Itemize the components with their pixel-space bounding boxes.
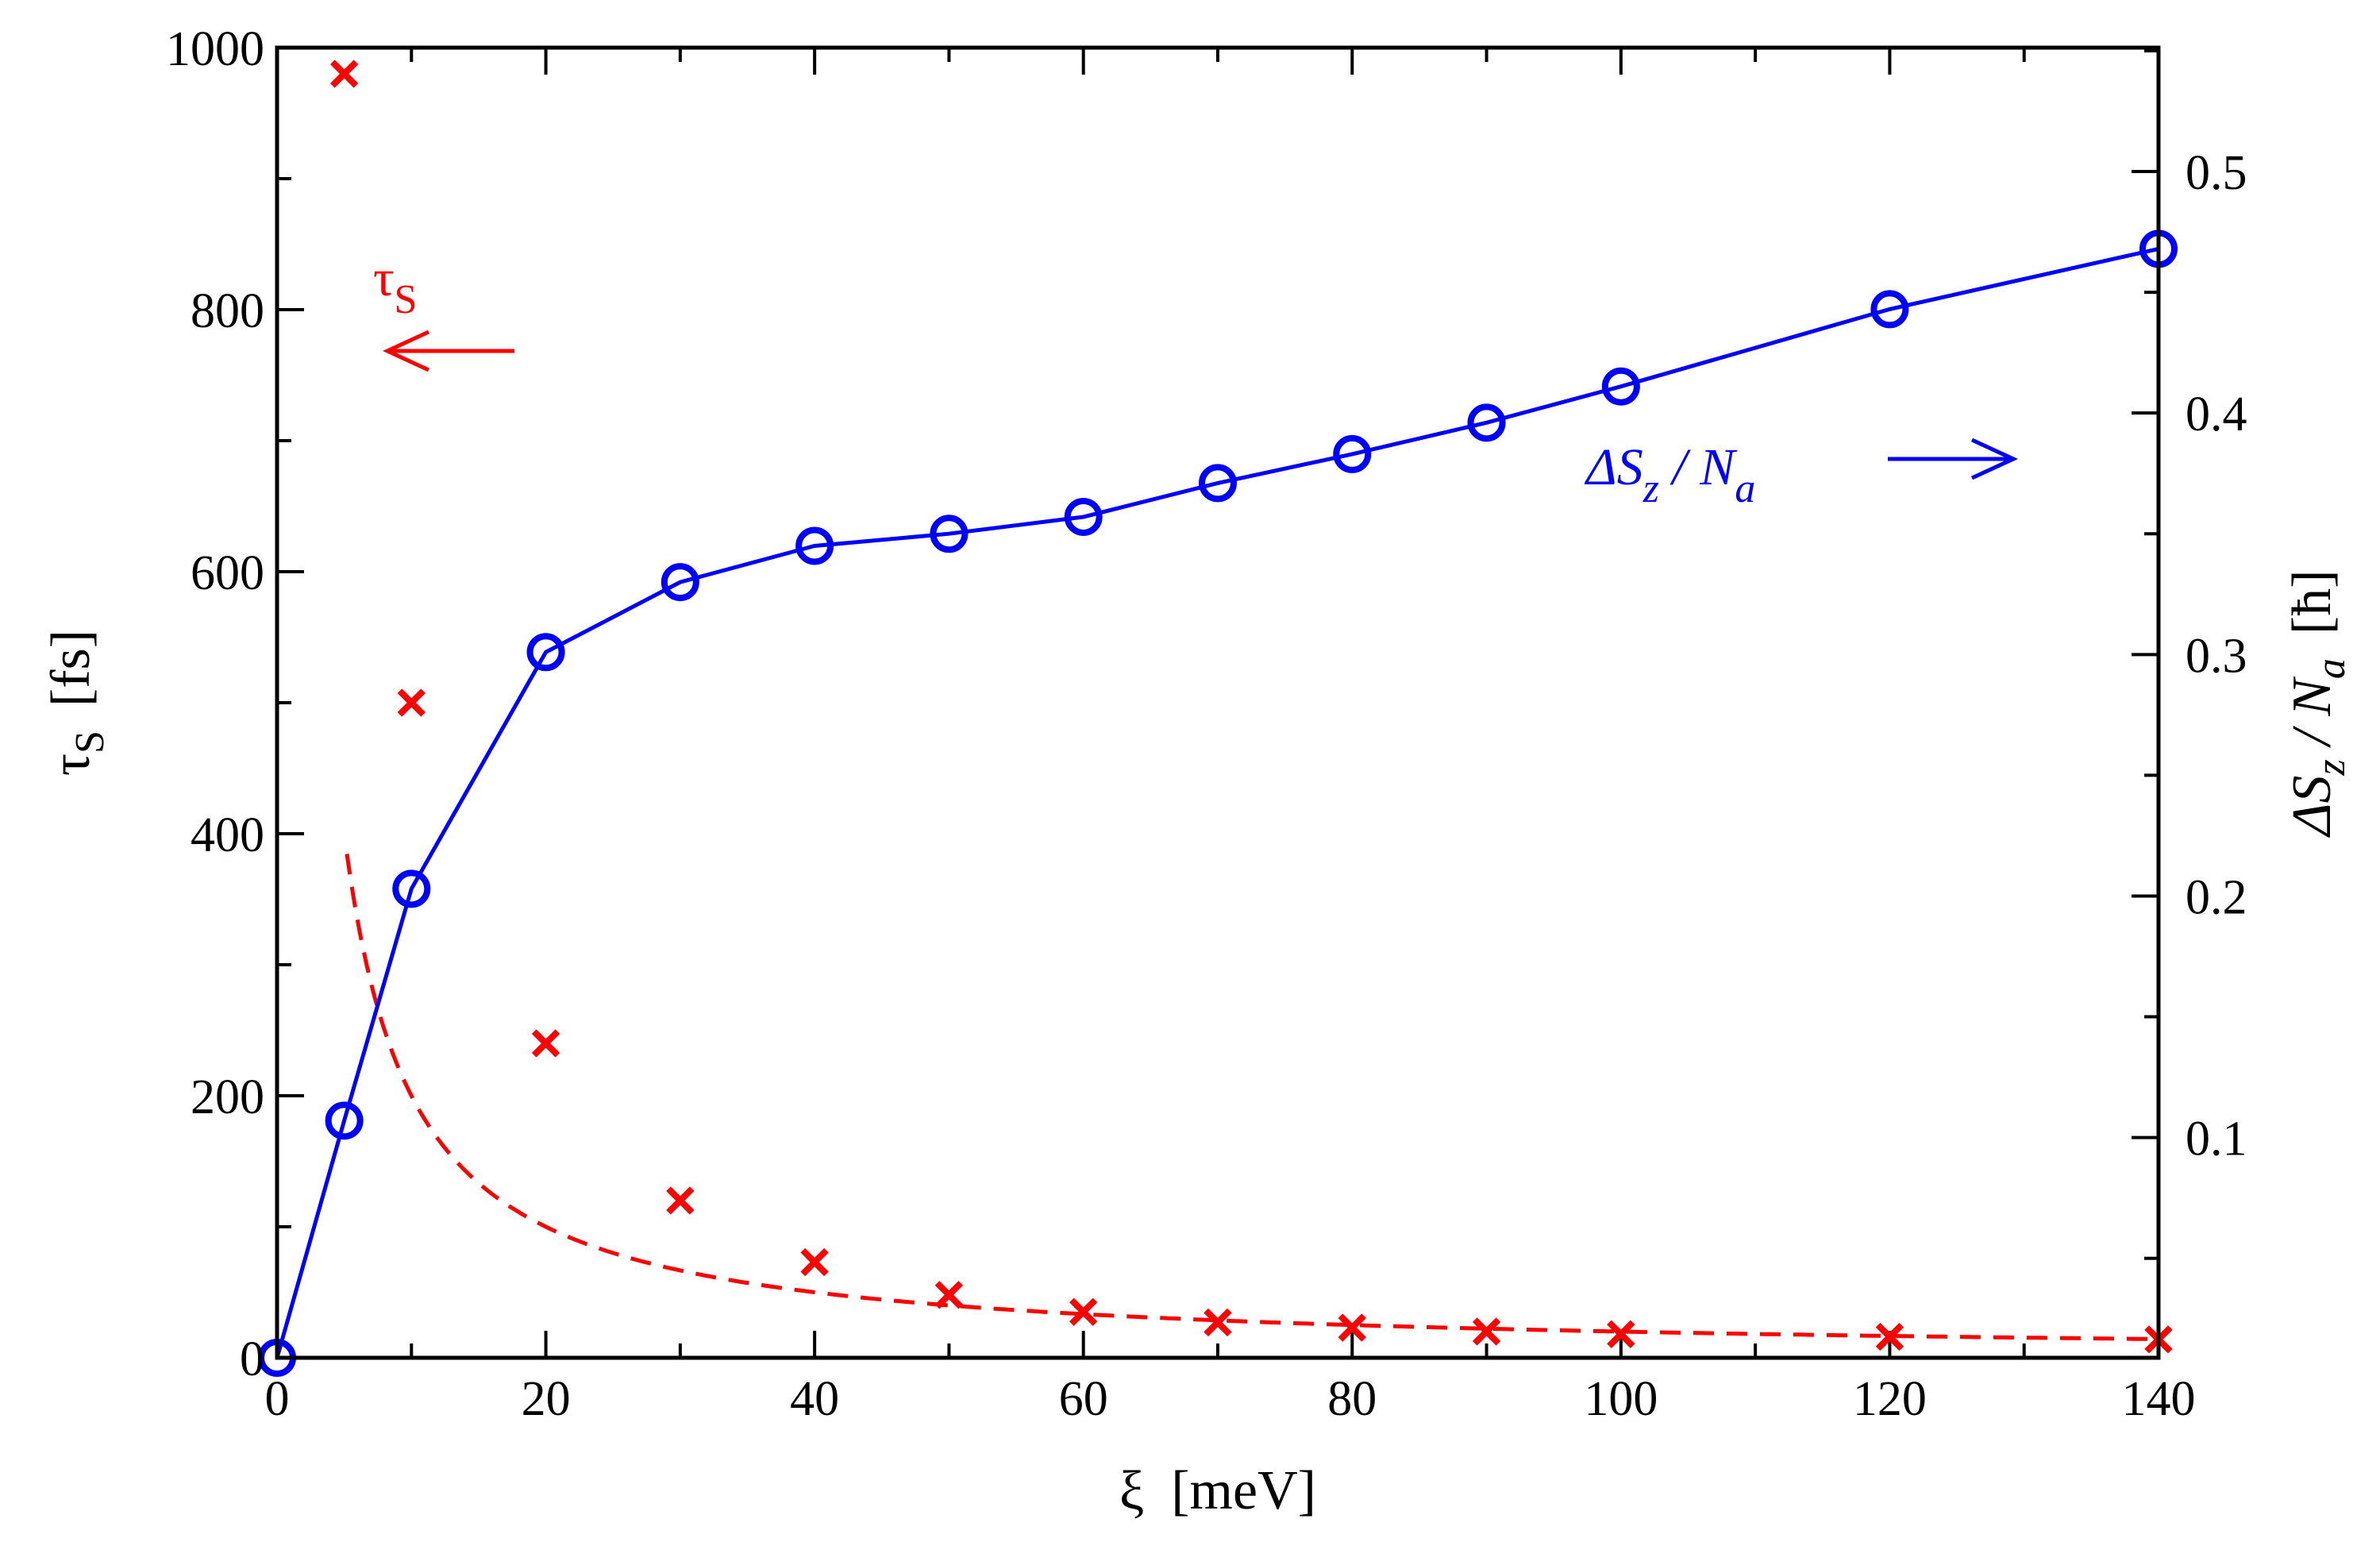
annotation-tau: τS xyxy=(373,249,514,372)
delta-marker xyxy=(1199,464,1237,503)
tau-marker xyxy=(1607,1320,1635,1348)
delta-marker xyxy=(660,563,699,602)
delta-marker xyxy=(1870,290,1909,329)
annotation-delta-sub2: a xyxy=(1735,466,1755,511)
y-left-tick-label: 0 xyxy=(240,1332,264,1386)
y-right-tick-label: 0.4 xyxy=(2186,387,2247,441)
svg-text:τS: τS xyxy=(373,249,417,322)
y-left-symbol: τ xyxy=(40,754,102,776)
delta-marker xyxy=(1467,403,1506,442)
annotation-tau-symbol: τ xyxy=(373,249,395,307)
tick-labels: 0 20 40 60 80 100 120 140 0 200 400 600 800 1000 0.1 0.… xyxy=(166,22,2247,1426)
delta-marker xyxy=(1064,497,1103,536)
x-tick-label: 60 xyxy=(1059,1372,1108,1426)
plot-frame xyxy=(275,45,2161,1360)
y-left-tick-label: 600 xyxy=(191,546,264,600)
tau-fit-curve xyxy=(345,853,2159,1341)
y-right-sub2: a xyxy=(2309,658,2354,679)
y-right-tick-label: 0.1 xyxy=(2186,1112,2247,1166)
tau-marker xyxy=(329,60,359,88)
annotation-tau-arrow-head-icon xyxy=(383,330,430,372)
y-right-sub1: z xyxy=(2309,759,2354,776)
delta-marker xyxy=(526,633,565,672)
y-right-prefix: ΔS xyxy=(2282,775,2343,838)
x-tick-label: 40 xyxy=(790,1372,839,1426)
delta-series-line xyxy=(275,246,2159,1359)
tau-marker xyxy=(397,688,426,717)
delta-marker xyxy=(392,869,431,908)
delta-marker xyxy=(325,1101,364,1140)
x-axis-unit: [meV] xyxy=(1171,1460,1316,1521)
tau-marker xyxy=(1069,1297,1098,1326)
y-right-tick-label: 0.2 xyxy=(2186,870,2247,924)
y-left-tick-label: 1000 xyxy=(166,22,264,76)
delta-marker xyxy=(1333,434,1372,473)
annotation-delta-prefix: ΔS xyxy=(1584,438,1643,496)
tau-marker xyxy=(1472,1317,1501,1346)
tick-marks xyxy=(275,46,2160,1359)
y-right-mid: / N xyxy=(2282,677,2343,759)
y-left-tick-label: 400 xyxy=(191,808,264,862)
y-right-tick-label: 0.3 xyxy=(2186,629,2247,683)
series-layer xyxy=(258,60,2178,1377)
x-tick-label: 0 xyxy=(265,1372,290,1426)
x-axis-symbol: ξ xyxy=(1119,1460,1144,1521)
y-left-axis-title: τS [fs] xyxy=(40,630,113,776)
tau-marker xyxy=(1338,1313,1366,1342)
delta-marker xyxy=(930,515,969,553)
tau-marker xyxy=(934,1281,964,1309)
tau-marker xyxy=(1203,1308,1232,1337)
annotation-delta-arrow-head-icon xyxy=(1970,438,2018,480)
annotation-delta-sub1: z xyxy=(1643,466,1659,511)
tau-marker xyxy=(531,1029,560,1058)
delta-marker xyxy=(1601,367,1640,406)
x-tick-label: 80 xyxy=(1327,1372,1377,1426)
y-right-tick-label: 0.5 xyxy=(2186,146,2247,200)
annotation-delta: ΔSz / Na xyxy=(1584,438,2018,511)
y-left-tick-label: 800 xyxy=(191,284,264,338)
tau-marker xyxy=(1875,1322,1904,1351)
annotation-tau-sub: S xyxy=(395,277,418,322)
tau-marker xyxy=(800,1247,829,1277)
y-right-unit: [ħ] xyxy=(2282,569,2343,634)
y-left-tick-label: 200 xyxy=(191,1070,264,1124)
annotation-delta-mid: / N xyxy=(1659,438,1738,496)
x-tick-label: 120 xyxy=(1853,1372,1927,1426)
x-tick-label: 100 xyxy=(1584,1372,1658,1426)
x-tick-label: 140 xyxy=(2122,1372,2196,1426)
x-tick-label: 20 xyxy=(522,1372,571,1426)
x-axis-title: ξ [meV] xyxy=(1119,1460,1316,1521)
y-right-axis-title: ΔSz / Na [ħ] xyxy=(2282,569,2354,838)
y-left-unit: [fs] xyxy=(40,630,102,707)
fit-curve-layer xyxy=(345,853,2159,1341)
tau-marker xyxy=(666,1186,695,1215)
y-left-sub: S xyxy=(67,731,113,754)
delta-marker xyxy=(795,526,834,565)
svg-text:ΔSz / Na: ΔSz / Na xyxy=(1584,438,1755,511)
